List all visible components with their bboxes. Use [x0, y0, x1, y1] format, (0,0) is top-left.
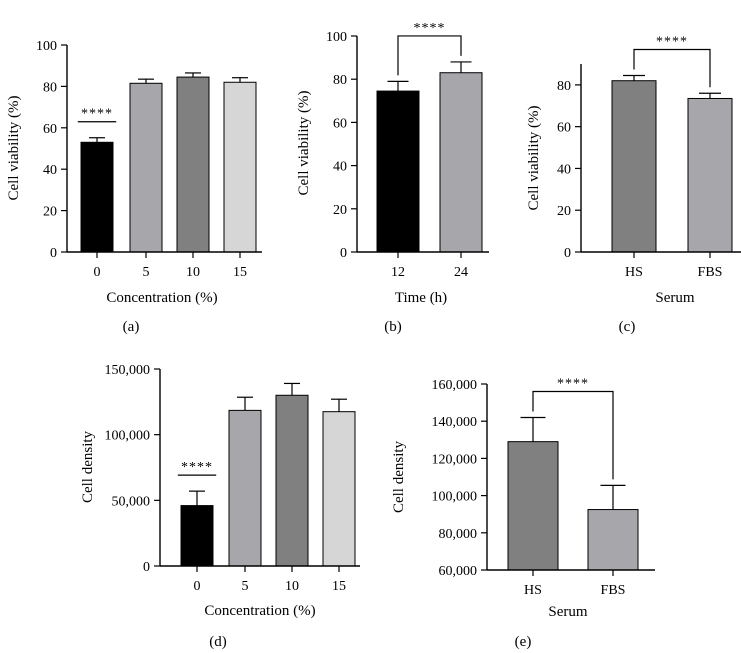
bar-5 [228, 409, 262, 567]
y-tick-label: 40 [333, 160, 347, 175]
y-tick-label: 20 [43, 205, 57, 220]
y-tick-label: 80,000 [439, 527, 478, 542]
y-tick-label: 80 [557, 79, 571, 94]
x-axis-label: Serum [655, 290, 694, 306]
bar-12 [376, 90, 420, 253]
chart-panel-2: 12 24 0 20 40 60 80 100 Time (h) Cell viability (… [296, 21, 489, 335]
significance-bracket [397, 35, 462, 76]
significance-label: **** [81, 107, 113, 122]
y-tick-label: 100,000 [432, 490, 478, 505]
chart-panel-4: 0 5 10 15 0 50,000 100,000 150,000 Concentration… [80, 363, 360, 650]
significance-label: **** [656, 34, 688, 49]
y-tick-label: 100 [36, 39, 57, 54]
y-tick-label: 60 [333, 116, 347, 131]
panel-label: (b) [384, 319, 402, 335]
bar-10 [176, 76, 210, 253]
bar-HS [611, 80, 657, 253]
x-tick-label: 10 [186, 265, 200, 280]
significance-label: **** [557, 376, 589, 391]
significance-label: **** [414, 21, 446, 36]
y-tick-label: 0 [340, 246, 347, 261]
x-tick-label: FBS [601, 583, 626, 598]
y-axis-label: Cell density [391, 440, 407, 513]
y-axis-label: Cell viability (%) [526, 106, 542, 211]
x-tick-label: 5 [242, 579, 249, 594]
x-tick-label: 10 [285, 579, 299, 594]
x-tick-label: 15 [233, 265, 247, 280]
y-tick-label: 100 [326, 30, 347, 45]
chart-panel-5: HS FBS 60,000 80,000 100,000 120,000 140,000 16… [391, 376, 655, 650]
y-tick-label: 0 [564, 246, 571, 261]
chart-panel-3: HS FBS 0 20 40 60 80 Serum Cell viability (%) (c)… [526, 34, 741, 335]
y-tick-label: 60,000 [439, 564, 478, 579]
y-axis-label: Cell viability (%) [296, 91, 312, 196]
y-tick-label: 80 [333, 73, 347, 88]
y-tick-label: 160,000 [432, 378, 478, 393]
x-axis-label: Time (h) [395, 290, 447, 306]
panel-label: (c) [619, 319, 636, 335]
panel-label: (d) [209, 634, 227, 650]
y-tick-label: 20 [333, 203, 347, 218]
bar-15 [322, 411, 356, 567]
significance-label: **** [181, 460, 213, 475]
bar-5 [129, 82, 163, 253]
x-tick-label: 0 [194, 579, 201, 594]
x-tick-label: HS [524, 583, 542, 598]
bar-24 [439, 72, 483, 253]
y-tick-label: 60 [43, 122, 57, 137]
bar-10 [275, 394, 309, 567]
y-axis-label: Cell density [80, 430, 96, 503]
x-tick-label: HS [625, 265, 643, 280]
y-tick-label: 50,000 [112, 494, 151, 509]
y-tick-label: 0 [143, 560, 150, 575]
y-tick-label: 40 [43, 163, 57, 178]
x-axis-label: Concentration (%) [106, 290, 217, 306]
bar-0 [180, 505, 214, 567]
y-tick-label: 60 [557, 121, 571, 136]
y-tick-label: 140,000 [432, 415, 478, 430]
x-tick-label: 5 [143, 265, 150, 280]
panel-label: (e) [515, 634, 532, 650]
x-axis-label: Serum [548, 604, 587, 620]
bar-0 [80, 141, 114, 253]
bar-15 [223, 81, 257, 253]
x-axis-label: Concentration (%) [204, 603, 315, 619]
x-tick-label: 24 [454, 265, 468, 280]
panel-label: (a) [123, 319, 140, 335]
y-tick-label: 100,000 [105, 429, 151, 444]
x-tick-label: 15 [332, 579, 346, 594]
y-tick-label: 120,000 [432, 452, 478, 467]
y-axis-label: Cell viability (%) [6, 96, 22, 201]
x-tick-label: 12 [391, 265, 405, 280]
significance-bracket [532, 390, 614, 480]
significance-bracket [633, 48, 711, 88]
y-tick-label: 40 [557, 162, 571, 177]
y-tick-label: 150,000 [105, 363, 151, 378]
y-tick-label: 0 [50, 246, 57, 261]
chart-panel-1: 0 5 10 15 0 20 40 60 80 100 Concentration (%) Cell … [6, 39, 262, 335]
bar-HS [507, 441, 559, 571]
x-tick-label: FBS [698, 265, 723, 280]
bar-FBS [587, 509, 639, 571]
x-tick-label: 0 [94, 265, 101, 280]
y-tick-label: 20 [557, 204, 571, 219]
bar-FBS [687, 97, 733, 253]
y-tick-label: 80 [43, 80, 57, 95]
